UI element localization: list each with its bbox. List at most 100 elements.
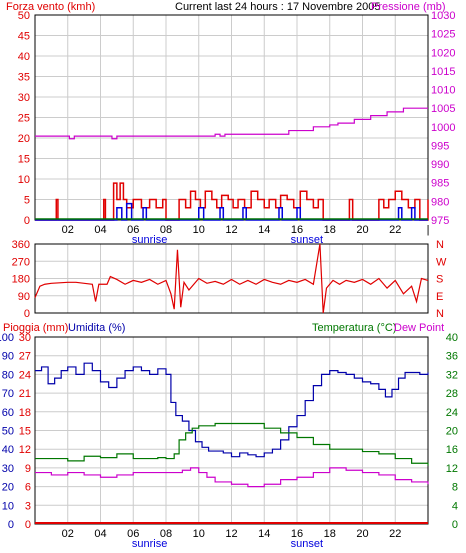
wind-tick-label: 15 [18, 154, 30, 166]
rain-tick-label: 12 [19, 444, 31, 456]
direction-tick-label: 270 [12, 256, 30, 268]
wind-tick-label: 5 [24, 195, 30, 207]
wind-axis-title: Forza vento (kmh) [6, 1, 95, 13]
x-tick-label: 16 [291, 224, 303, 236]
x-tick-label: 08 [160, 528, 172, 540]
pressure-tick-label: 980 [431, 196, 449, 208]
sunrise-label: sunrise [132, 234, 167, 246]
dir-grid-frame [34, 243, 429, 314]
compass-label: W [436, 256, 447, 268]
temperature-tick-label: 20 [446, 426, 458, 438]
x-tick-label: 06 [127, 528, 139, 540]
wind-tick-label: 40 [18, 51, 30, 63]
x-tick-label: 04 [94, 528, 106, 540]
humidity-tick-label: 0 [8, 519, 14, 531]
temperature-tick-label: 24 [446, 407, 458, 419]
x-tick-label: 12 [225, 528, 237, 540]
humidity-tick-label: 10 [2, 500, 14, 512]
x-tick-label: 06 [127, 224, 139, 236]
humidity-tick-label: 90 [2, 351, 14, 363]
wind-pressure-chart: 0510152025303540455097598098599099510001… [18, 10, 456, 246]
chart-labels: Forza vento (kmh) Current last 24 hours … [3, 1, 446, 334]
pressure-tick-label: 1010 [431, 85, 455, 97]
x-tick-label: 04 [94, 224, 106, 236]
x-tick-label: 14 [258, 528, 270, 540]
compass-label: S [436, 274, 443, 286]
wind-tick-label: 50 [18, 10, 30, 22]
rain-tick-label: 9 [25, 463, 31, 475]
temperature-tick-label: 8 [452, 482, 458, 494]
humidity-tick-label: 30 [2, 463, 14, 475]
rain-tick-label: 18 [19, 407, 31, 419]
chart-title: Current last 24 hours : 17 Novembre 2005 [175, 1, 380, 13]
pressure-tick-label: 1020 [431, 47, 455, 59]
humidity-tick-label: 60 [2, 407, 14, 419]
direction-tick-label: 360 [12, 239, 30, 251]
temperature-tick-label: 16 [446, 444, 458, 456]
x-tick-label: 10 [193, 528, 205, 540]
humidity-tick-label: 40 [2, 444, 14, 456]
x-tick-label: 16 [291, 528, 303, 540]
x-tick-label: 02 [62, 224, 74, 236]
rain-tick-label: 21 [19, 388, 31, 400]
direction-tick-label: 90 [18, 291, 30, 303]
x-tick-label: 10 [193, 224, 205, 236]
wind-tick-label: 45 [18, 31, 30, 43]
x-tick-label: 20 [356, 224, 368, 236]
pressure-tick-label: 1030 [431, 10, 455, 22]
direction-tick-label: 180 [12, 274, 30, 286]
wind-tick-label: 25 [18, 113, 30, 125]
dewpoint-axis-title: Dew Point [394, 322, 444, 334]
temperature-tick-label: 0 [452, 519, 458, 531]
humidity-series [35, 362, 429, 458]
rain-tick-label: 24 [19, 369, 31, 381]
temperature-tick-label: 12 [446, 463, 458, 475]
pressure-tick-label: 975 [431, 215, 449, 227]
temperature-tick-label: 4 [452, 500, 458, 512]
x-tick-label: 14 [258, 224, 270, 236]
direction-tick-label: 0 [24, 308, 30, 320]
sunset-label: sunset [291, 538, 323, 550]
x-tick-label: 22 [389, 224, 401, 236]
wind-tick-label: 10 [18, 174, 30, 186]
temperature-series [35, 422, 429, 466]
x-tick-label: 12 [225, 224, 237, 236]
sunrise-label: sunrise [132, 538, 167, 550]
pressure-series [35, 107, 428, 140]
gust-series [35, 202, 428, 221]
x-tick-label: 02 [62, 528, 74, 540]
pressure-tick-label: 1005 [431, 103, 455, 115]
sunset-label: sunset [291, 234, 323, 246]
pressure-tick-label: 1000 [431, 122, 455, 134]
pressure-tick-label: 1025 [431, 29, 455, 41]
humidity-tick-label: 50 [2, 426, 14, 438]
dewpoint-series [35, 467, 429, 488]
wind-tick-label: 20 [18, 133, 30, 145]
compass-label: N [436, 308, 444, 320]
temperature-tick-label: 32 [446, 369, 458, 381]
x-tick-label: 20 [356, 528, 368, 540]
pressure-axis-title: Pressione (mb) [371, 1, 446, 13]
rain-tick-label: 27 [19, 351, 31, 363]
humidity-tick-label: 20 [2, 482, 14, 494]
pressure-tick-label: 995 [431, 140, 449, 152]
rain-tick-label: 0 [25, 519, 31, 531]
pressure-tick-label: 985 [431, 178, 449, 190]
temperature-tick-label: 40 [446, 332, 458, 344]
rain-tick-label: 3 [25, 500, 31, 512]
x-tick-label: 08 [160, 224, 172, 236]
humidity-tick-label: 70 [2, 388, 14, 400]
temperature-humidity-chart: 0369121518212427300102030405060708090100… [0, 332, 458, 550]
direction-series [34, 243, 429, 314]
humidity-axis-title: Umidita (%) [68, 322, 125, 334]
x-tick-label: | [427, 224, 430, 236]
temperature-tick-label: 36 [446, 351, 458, 363]
x-tick-label: 18 [324, 528, 336, 540]
x-tick-label: 18 [324, 224, 336, 236]
rain-axis-title: Pioggia (mm) [3, 322, 68, 334]
humidity-tick-label: 80 [2, 369, 14, 381]
wind-tick-label: 30 [18, 92, 30, 104]
wind-tick-label: 0 [24, 215, 30, 227]
